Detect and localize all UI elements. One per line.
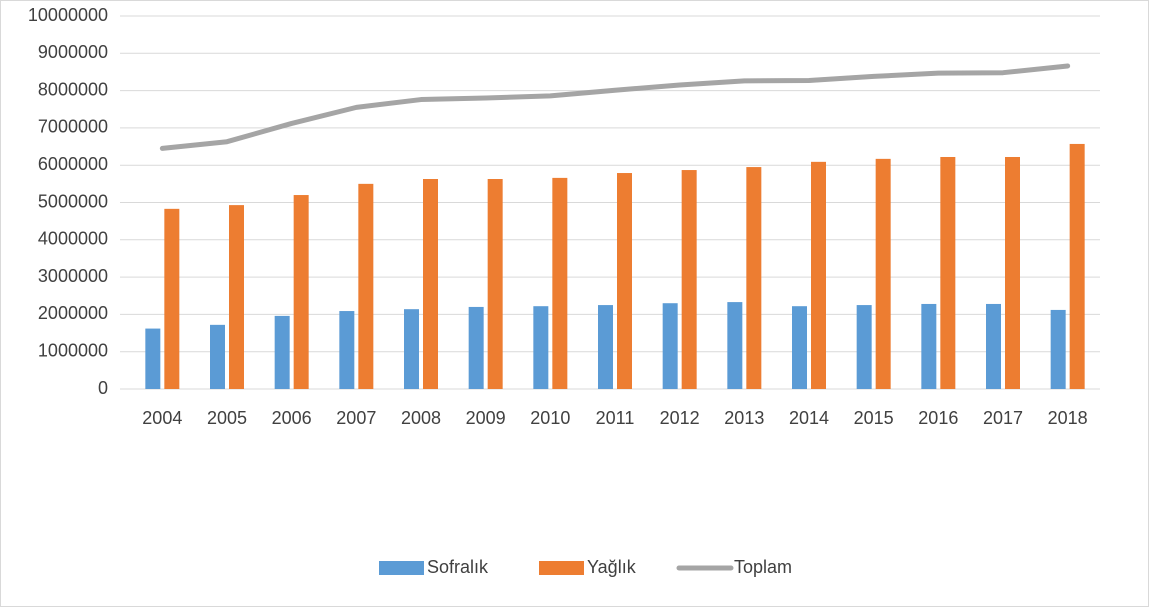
x-tick-label: 2007 (336, 408, 376, 428)
bar (339, 311, 355, 389)
bar (1005, 156, 1020, 389)
legend-swatch (539, 561, 584, 575)
bar (617, 173, 632, 389)
bar (229, 205, 244, 389)
x-tick-label: 2010 (530, 408, 570, 428)
y-tick-label: 10000000 (28, 5, 108, 25)
bar (1069, 143, 1085, 389)
y-tick-label: 7000000 (38, 117, 108, 137)
x-tick-label: 2012 (660, 408, 700, 428)
bar (210, 324, 225, 389)
bar (164, 208, 180, 389)
y-tick-label: 8000000 (38, 79, 108, 99)
bar (293, 195, 309, 389)
y-tick-label: 0 (98, 378, 108, 398)
bar (404, 309, 419, 389)
x-tick-label: 2008 (401, 408, 441, 428)
x-tick-label: 2016 (918, 408, 958, 428)
bar (792, 306, 807, 389)
bar (552, 177, 568, 389)
bar (875, 158, 891, 389)
x-tick-label: 2006 (272, 408, 312, 428)
x-tick-label: 2017 (983, 408, 1023, 428)
legend-swatch (379, 561, 424, 575)
bar (423, 179, 438, 389)
legend-label: Yağlık (587, 557, 637, 577)
bar (856, 305, 872, 389)
y-tick-label: 5000000 (38, 191, 108, 211)
x-tick-label: 2005 (207, 408, 247, 428)
bar (811, 161, 826, 389)
bar (921, 303, 937, 389)
y-tick-label: 6000000 (38, 154, 108, 174)
bar (468, 306, 484, 389)
x-tick-label: 2013 (724, 408, 764, 428)
bar (358, 183, 374, 389)
bar (487, 179, 503, 389)
legend-label: Sofralık (427, 557, 489, 577)
bar (274, 315, 290, 389)
bar (145, 328, 161, 389)
x-tick-label: 2014 (789, 408, 829, 428)
bar (662, 303, 678, 389)
bar (940, 156, 956, 389)
bar (598, 305, 613, 389)
legend-label: Toplam (734, 557, 792, 577)
x-tick-label: 2009 (466, 408, 506, 428)
line (159, 63, 1071, 151)
bar (727, 302, 743, 389)
x-tick-label: 2015 (854, 408, 894, 428)
x-tick-label: 2011 (596, 408, 635, 428)
y-tick-label: 3000000 (38, 266, 108, 286)
y-tick-label: 4000000 (38, 229, 108, 249)
bar (746, 167, 762, 389)
x-tick-label: 2018 (1048, 408, 1088, 428)
y-tick-label: 2000000 (38, 303, 108, 323)
y-tick-label: 1000000 (38, 340, 108, 360)
bar (986, 303, 1001, 389)
bar (533, 306, 549, 389)
y-tick-label: 9000000 (38, 42, 108, 62)
bar (1050, 309, 1066, 389)
bar (681, 170, 697, 389)
x-tick-label: 2004 (142, 408, 182, 428)
